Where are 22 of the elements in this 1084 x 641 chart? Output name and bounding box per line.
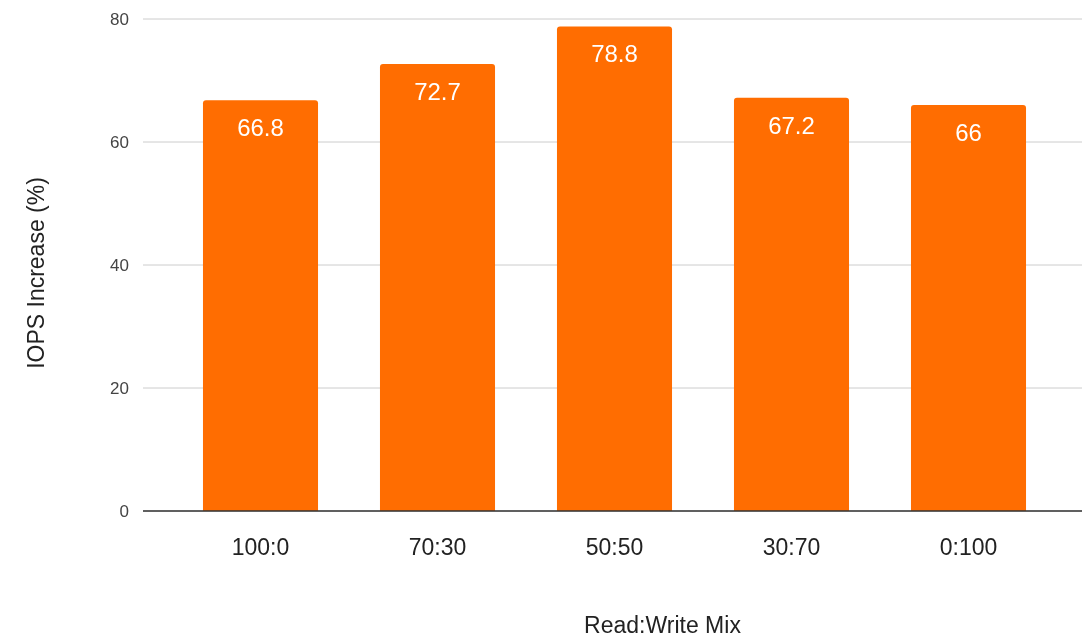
- bar: [202, 100, 319, 511]
- x-tick-label: 50:50: [585, 534, 644, 560]
- y-tick-label: 20: [110, 379, 129, 398]
- y-tick-label: 80: [110, 10, 129, 29]
- bar: [733, 97, 850, 511]
- x-tick-label: 70:30: [408, 534, 467, 560]
- data-label: 66.8: [237, 114, 284, 142]
- data-label: 67.2: [768, 111, 815, 139]
- y-axis-title: IOPS Increase (%): [23, 177, 49, 369]
- y-tick-label: 40: [110, 256, 129, 275]
- x-tick-label: 100:0: [231, 534, 290, 560]
- x-tick-label: 30:70: [762, 534, 821, 560]
- y-tick-label: 0: [119, 502, 129, 521]
- bar: [379, 63, 496, 511]
- y-tick-label: 60: [110, 133, 129, 152]
- data-label: 72.7: [414, 77, 461, 105]
- x-tick-label: 0:100: [939, 534, 998, 560]
- bar: [556, 26, 673, 511]
- data-label: 78.8: [591, 40, 638, 68]
- data-label: 66: [955, 119, 982, 147]
- x-axis-title: Read:Write Mix: [584, 612, 742, 638]
- bar: [910, 105, 1027, 511]
